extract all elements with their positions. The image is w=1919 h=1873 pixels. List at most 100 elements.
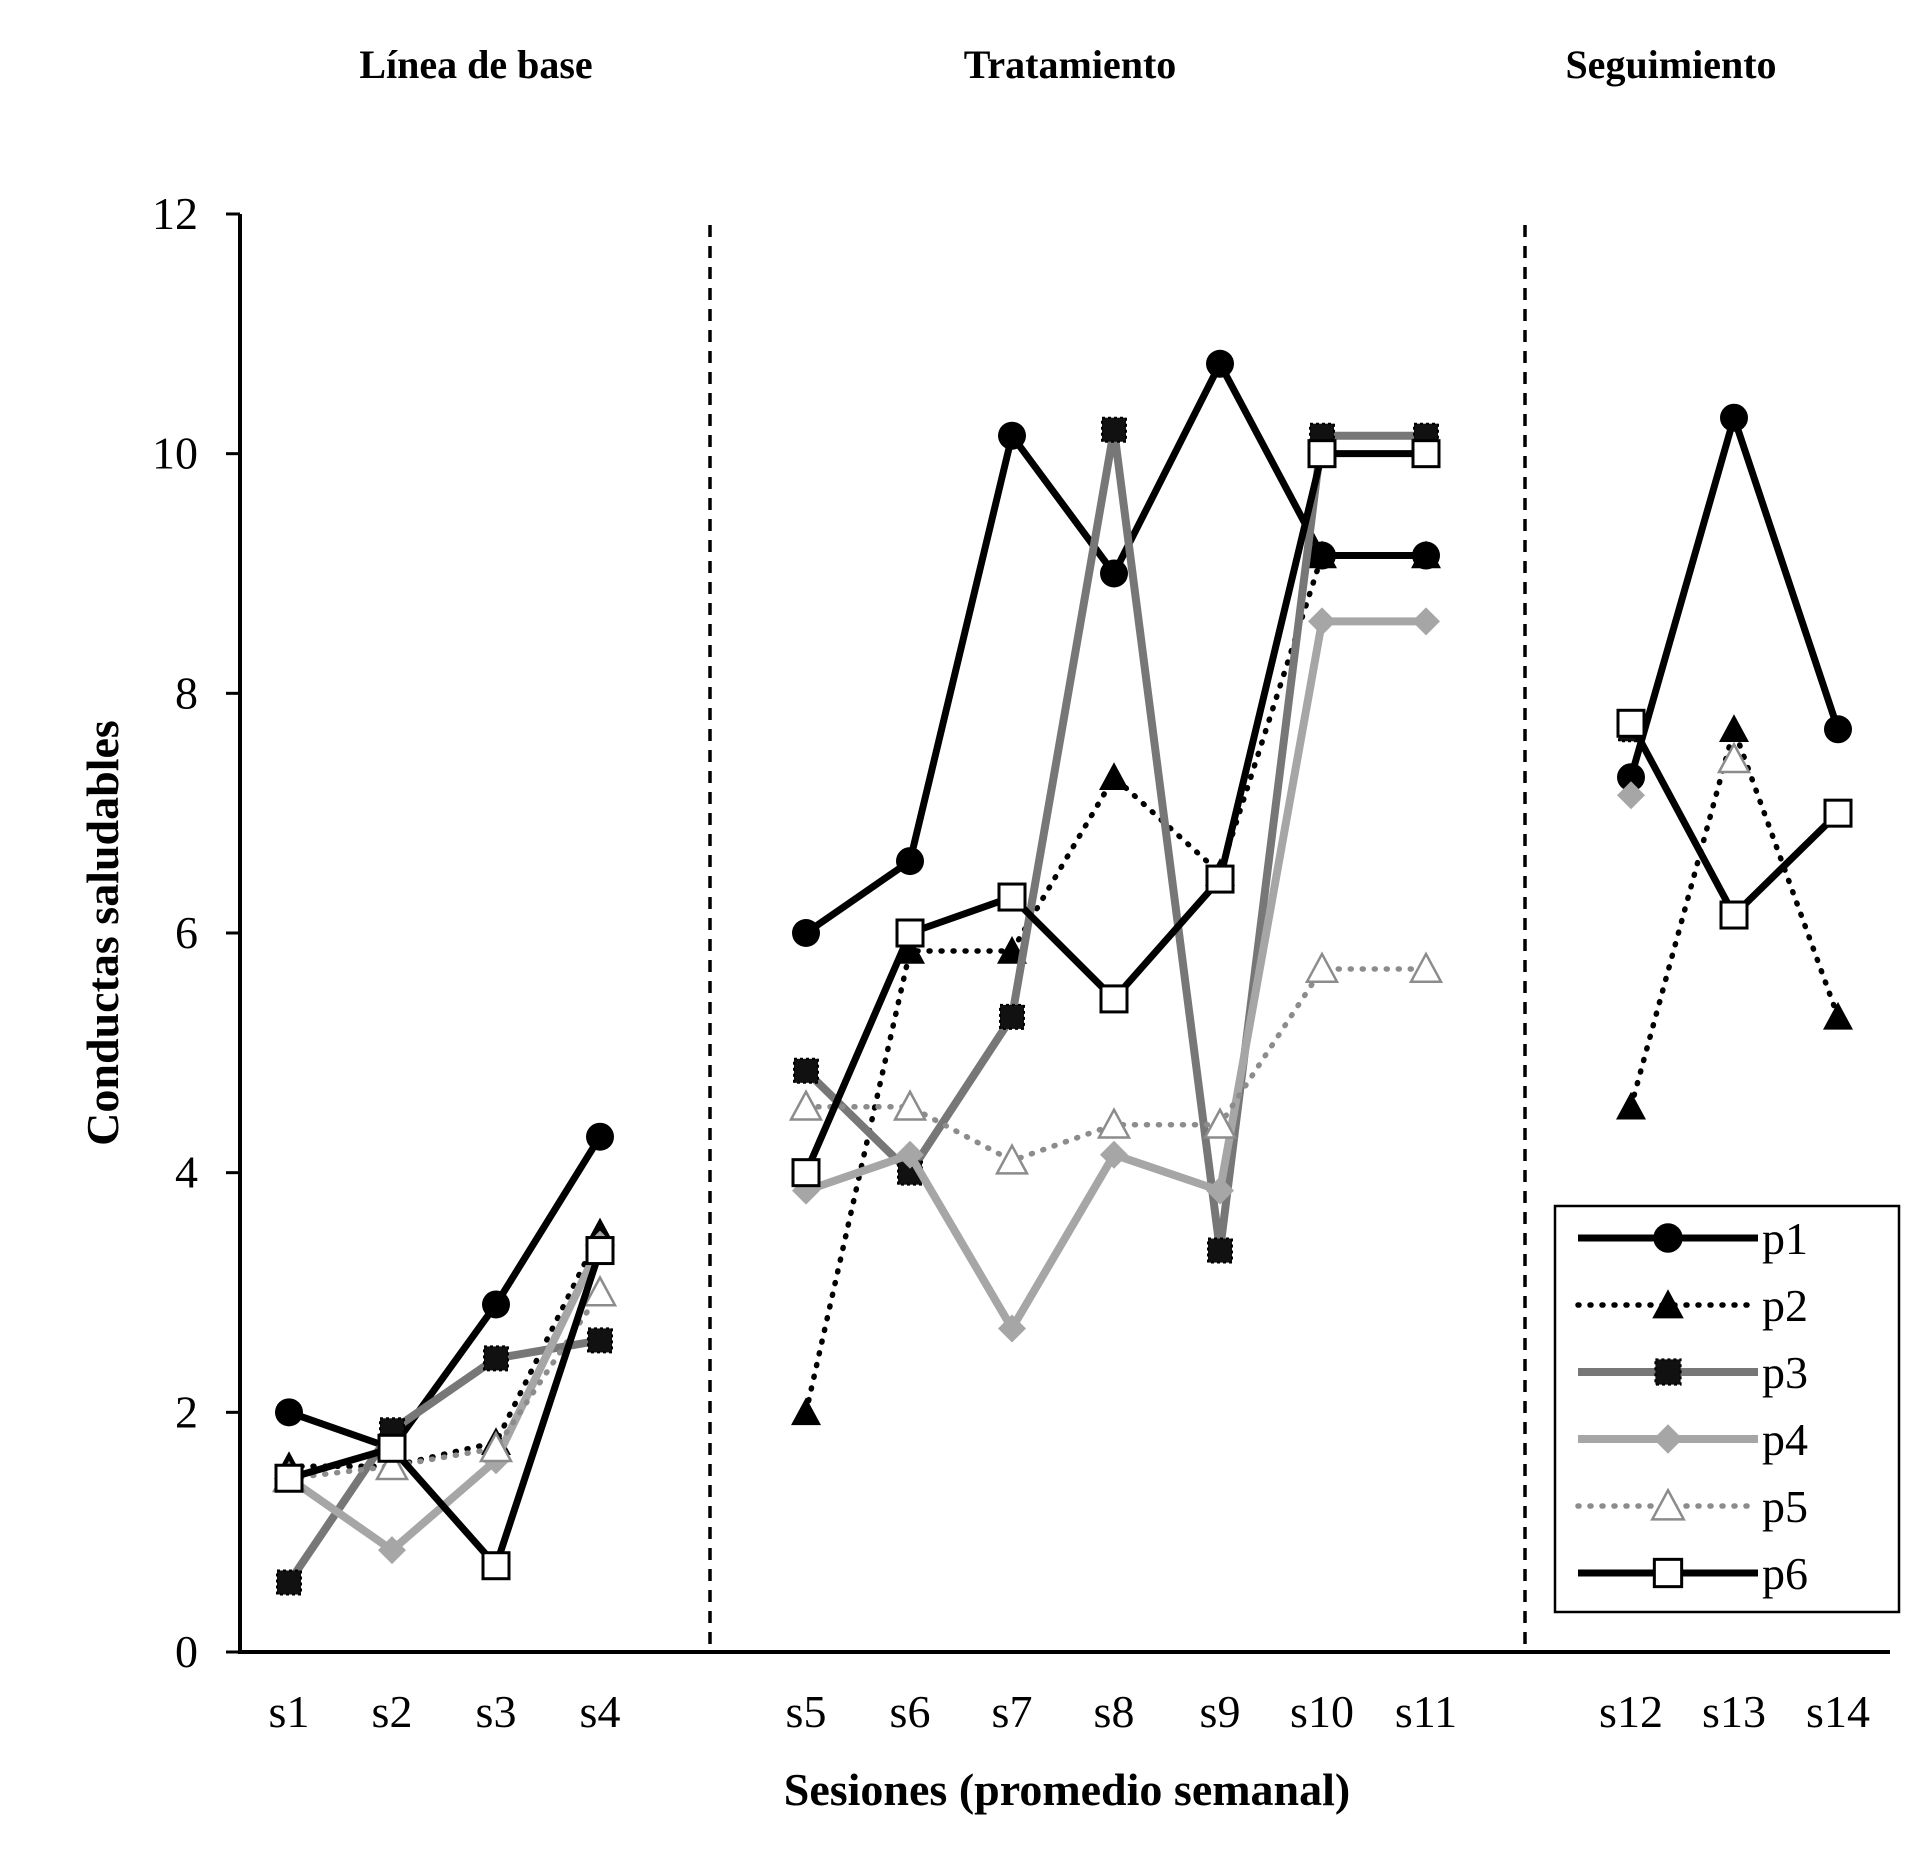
legend-swatch-marker: [1653, 1223, 1683, 1253]
data-point-p6: [377, 1433, 407, 1463]
phase-title-followup: Seguimiento: [1565, 42, 1776, 87]
phase-title-treatment: Tratamiento: [964, 42, 1177, 87]
series-line-p5: [286, 1289, 603, 1481]
data-point-p1: [896, 847, 924, 876]
data-point-p1: [586, 1122, 614, 1151]
y-tick-label: 2: [175, 1386, 198, 1437]
data-point-p3: [1101, 416, 1127, 443]
data-point-p4: [896, 1140, 924, 1169]
data-point-p1: [1206, 349, 1234, 378]
legend-item-p3: p3: [1578, 1347, 1808, 1398]
series-line-p2: [803, 552, 1429, 1416]
data-point-p6: [585, 1236, 615, 1266]
x-tick-label: s12: [1599, 1686, 1663, 1737]
legend-swatch-marker: [1652, 1557, 1684, 1589]
data-point-p4: [1412, 607, 1440, 636]
series-layer: [271, 349, 1853, 1596]
data-point-p3: [793, 1057, 819, 1084]
data-point-p5: [1408, 951, 1444, 983]
legend-item-p1: p1: [1578, 1213, 1808, 1264]
data-point-p6: [997, 882, 1027, 912]
legend-item-p6: p6: [1578, 1548, 1808, 1599]
legend-label: p5: [1762, 1481, 1808, 1532]
data-point-p6: [481, 1551, 511, 1581]
x-tick-label: s2: [372, 1686, 413, 1737]
data-point-p3: [587, 1327, 613, 1354]
x-tick-label: s8: [1094, 1686, 1135, 1737]
data-point-p5: [1096, 1107, 1132, 1139]
y-axis-title: Conductas saludables: [77, 720, 128, 1146]
legend-label: p1: [1762, 1213, 1808, 1264]
x-tick-label: s4: [580, 1686, 621, 1737]
y-tick-label: 0: [175, 1626, 198, 1677]
data-point-p1: [998, 421, 1026, 450]
x-tick-label: s13: [1702, 1686, 1766, 1737]
data-point-p5: [788, 1089, 824, 1121]
legend-swatch-marker: [1653, 1424, 1683, 1454]
series-p3: [276, 416, 1644, 1596]
data-point-p5: [892, 1089, 928, 1121]
series-p6: [274, 439, 1853, 1581]
legend-swatch-marker: [1654, 1358, 1682, 1386]
data-point-p4: [1206, 1176, 1234, 1205]
data-point-p3: [483, 1345, 509, 1372]
y-tick-label: 10: [152, 428, 198, 479]
series-line-p6: [288, 1249, 604, 1570]
data-point-p6: [1719, 900, 1749, 930]
phase-title-baseline: Línea de base: [359, 42, 592, 87]
data-point-p1: [275, 1398, 303, 1427]
data-point-p1: [792, 919, 820, 947]
phase-dividers: [708, 225, 1527, 1647]
data-point-p6: [274, 1463, 304, 1493]
legend-swatch-marker: [1652, 1289, 1684, 1319]
legend-item-p4: p4: [1578, 1414, 1808, 1465]
series-p5: [271, 741, 1752, 1493]
x-tick-label: s9: [1200, 1686, 1241, 1737]
x-tick-label: s3: [476, 1686, 517, 1737]
data-point-p4: [998, 1314, 1026, 1343]
data-point-p2: [1411, 540, 1441, 569]
x-ticks: s1 s2 s3 s4 s5 s6 s7 s8 s9 s10 s11 s12 s13 s14: [269, 1686, 1870, 1737]
data-point-p6: [1307, 439, 1337, 469]
data-point-p4: [378, 1536, 406, 1565]
x-tick-label: s10: [1290, 1686, 1354, 1737]
data-point-p6: [895, 918, 925, 948]
x-tick-label: s11: [1395, 1686, 1457, 1737]
legend-label: p6: [1762, 1548, 1808, 1599]
data-point-p2: [791, 1397, 821, 1426]
data-point-p4: [1100, 1140, 1128, 1169]
data-point-p3: [1207, 1237, 1233, 1264]
x-tick-label: s5: [786, 1686, 827, 1737]
data-point-p5: [1304, 951, 1340, 983]
data-point-p1: [1100, 559, 1128, 588]
data-point-p4: [1617, 781, 1645, 810]
x-tick-label: s1: [269, 1686, 310, 1737]
data-point-p2: [1719, 714, 1749, 743]
data-point-p3: [999, 1003, 1025, 1030]
legend-box: [1553, 1204, 1901, 1614]
data-point-p6: [1823, 798, 1853, 828]
legend-swatch-marker: [1650, 1487, 1686, 1521]
data-point-p1: [1824, 715, 1852, 744]
legend-label: p2: [1762, 1280, 1808, 1331]
series-p4: [275, 607, 1645, 1565]
data-point-p6: [791, 1158, 821, 1188]
data-point-p5: [994, 1143, 1030, 1175]
data-point-p1: [1617, 763, 1645, 792]
legend: p1 p2 p3 p4 p5 p6: [1553, 1204, 1901, 1614]
data-point-p6: [1099, 984, 1129, 1014]
y-ticks: 0 2 4 6 8 10 12: [152, 188, 240, 1677]
data-point-p5: [1716, 741, 1752, 774]
data-point-p4: [1308, 607, 1336, 636]
series-line-p2: [1628, 726, 1841, 1110]
legend-item-p5: p5: [1575, 1481, 1808, 1532]
data-point-p1: [482, 1290, 510, 1319]
y-tick-label: 12: [152, 188, 198, 239]
data-point-p6: [1205, 864, 1235, 894]
y-tick-label: 4: [175, 1147, 198, 1198]
data-point-p2: [1307, 540, 1337, 569]
data-point-p5: [582, 1274, 618, 1307]
data-point-p5: [374, 1448, 410, 1481]
y-tick-label: 8: [175, 667, 198, 718]
data-point-p2: [1823, 1001, 1853, 1030]
